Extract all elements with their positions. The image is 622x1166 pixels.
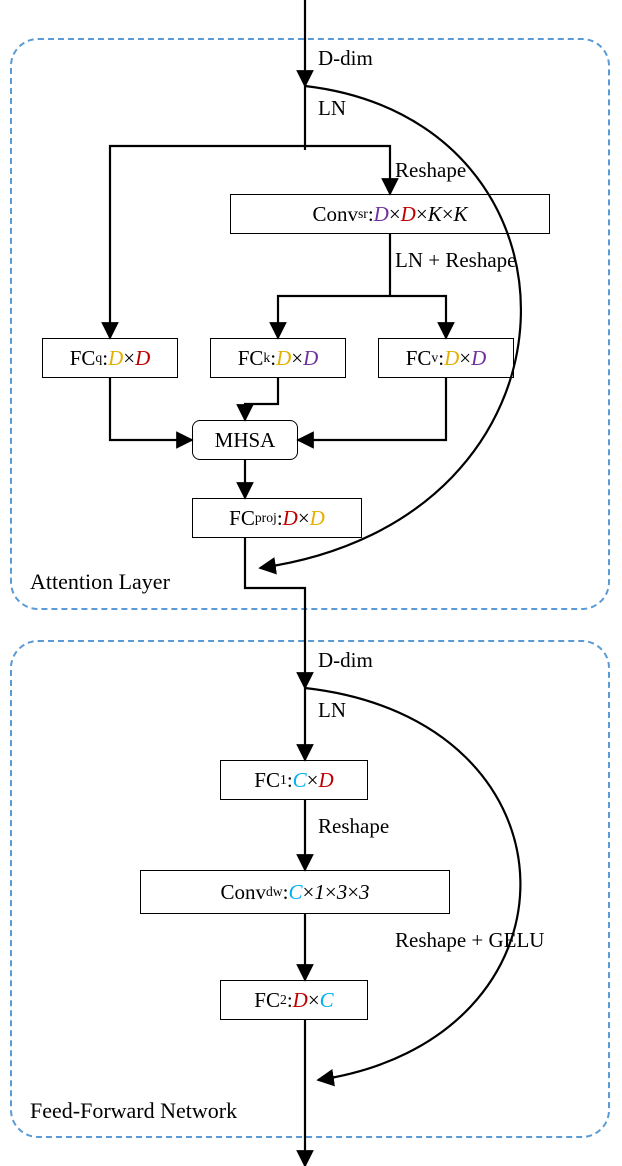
fc-v-box: FCv: D × D: [378, 338, 514, 378]
ffn-title: Feed-Forward Network: [30, 1098, 237, 1124]
conv-sr-box: Convsr: D × D × K × K: [230, 194, 550, 234]
label-reshape-2: Reshape: [318, 814, 389, 839]
fc-proj-box: FCproj: D × D: [192, 498, 362, 538]
label-ln-reshape: LN + Reshape: [395, 248, 516, 273]
label-reshape-1: Reshape: [395, 158, 466, 183]
fc1-box: FC1: C × D: [220, 760, 368, 800]
fc2-box: FC2: D × C: [220, 980, 368, 1020]
mhsa-box: MHSA: [192, 420, 298, 460]
label-ln-mid: LN: [318, 698, 346, 723]
fc-q-box: FCq: D × D: [42, 338, 178, 378]
label-d-dim-top: D-dim: [318, 46, 373, 71]
label-ln-top: LN: [318, 96, 346, 121]
label-d-dim-mid: D-dim: [318, 648, 373, 673]
attention-title: Attention Layer: [30, 569, 170, 595]
label-reshape-gelu: Reshape + GELU: [395, 928, 544, 953]
fc-k-box: FCk: D × D: [210, 338, 346, 378]
conv-dw-box: Convdw: C × 1 × 3 × 3: [140, 870, 450, 914]
